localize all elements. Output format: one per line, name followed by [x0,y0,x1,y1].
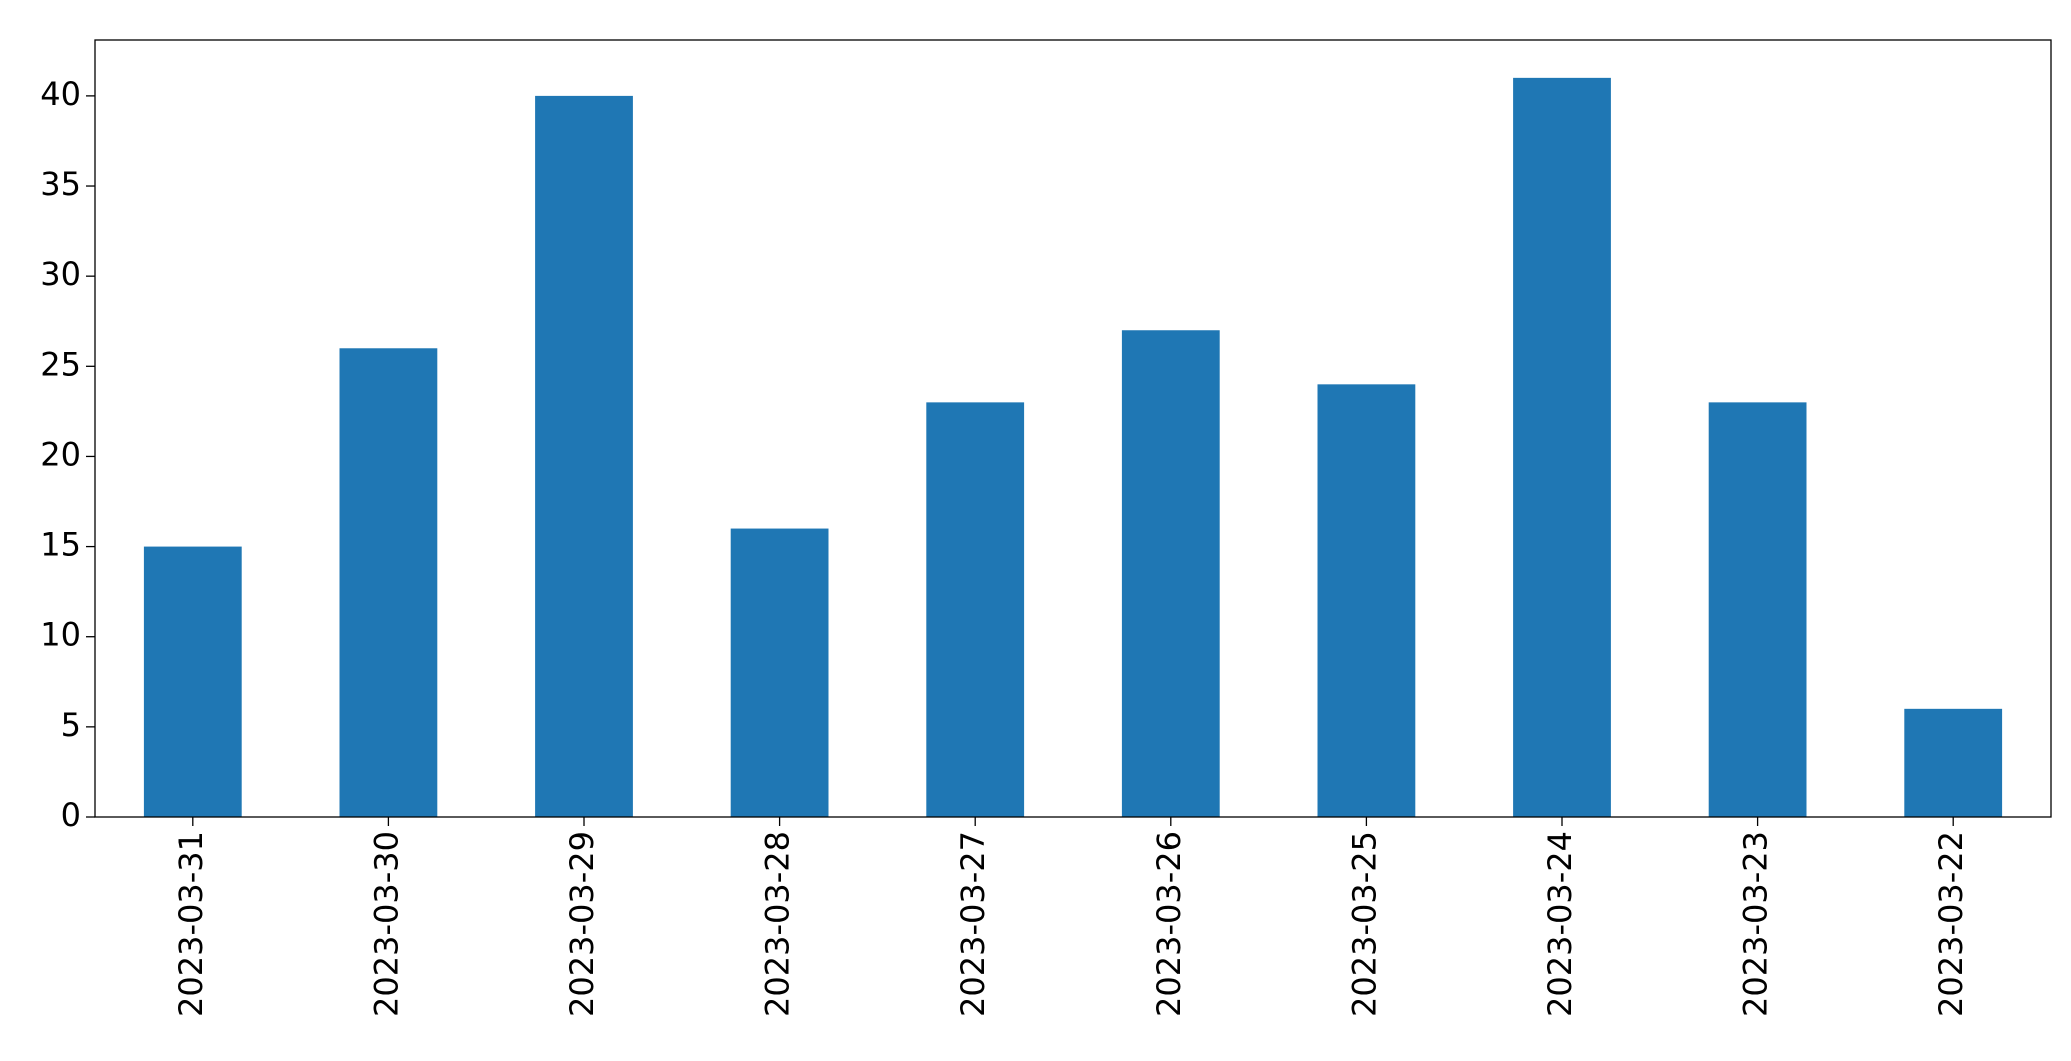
x-tick-label: 2023-03-26 [1150,831,1188,1017]
y-tick-label: 5 [61,706,81,744]
bar [1513,77,1611,818]
y-tick-label: 10 [40,616,81,654]
y-tick-label: 35 [40,165,81,203]
y-tick-label: 30 [40,255,81,293]
plot-frame [94,39,2052,818]
bar [730,528,829,817]
y-tick-label: 0 [61,796,81,834]
y-tick-label: 40 [40,75,81,113]
x-tick-label: 2023-03-24 [1541,831,1579,1017]
bar [339,348,438,817]
x-tick-label: 2023-03-25 [1345,831,1383,1017]
y-tick-label: 15 [40,526,81,564]
bar [1317,384,1416,817]
x-tick-label: 2023-03-28 [759,831,797,1017]
bar [143,546,242,817]
x-tick-label: 2023-03-31 [172,831,210,1017]
bar [926,402,1025,817]
x-tick-label: 2023-03-23 [1737,831,1775,1017]
x-tick-label: 2023-03-22 [1932,831,1970,1017]
y-tick-label: 25 [40,345,81,383]
y-tick-label: 20 [40,435,81,473]
bar [1708,402,1807,817]
x-tick-label: 2023-03-29 [563,831,601,1017]
x-tick-label: 2023-03-27 [954,831,992,1017]
x-tick-label: 2023-03-30 [367,831,405,1017]
bar [535,95,633,818]
bar [1904,708,2003,817]
bar [1121,330,1220,817]
